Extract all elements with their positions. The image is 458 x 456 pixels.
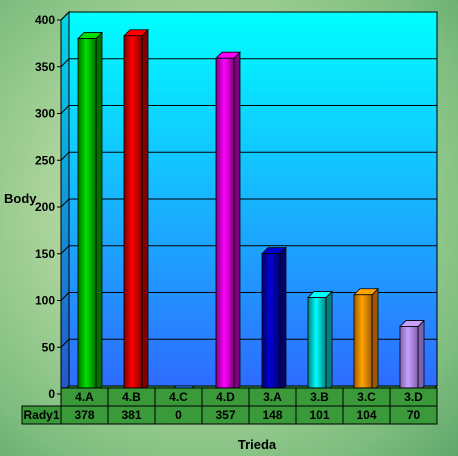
data-table-value: 70 bbox=[407, 408, 421, 422]
x-axis-title: Trieda bbox=[238, 437, 277, 452]
bar-front bbox=[123, 35, 143, 393]
bar bbox=[77, 31, 103, 393]
bar-side bbox=[141, 28, 149, 393]
bar-front bbox=[399, 326, 419, 393]
gridline-side bbox=[60, 338, 70, 348]
x-tick-label: 4.C bbox=[169, 390, 188, 404]
data-table-value: 378 bbox=[74, 408, 94, 422]
gridline-side bbox=[60, 151, 70, 161]
gridline-side bbox=[60, 11, 70, 21]
x-tick-label: 3.D bbox=[404, 390, 423, 404]
y-axis-title: Body bbox=[4, 191, 37, 206]
data-table-value: 104 bbox=[356, 408, 376, 422]
gridline-side bbox=[60, 198, 70, 208]
x-tick-label: 4.A bbox=[75, 390, 94, 404]
bar-side bbox=[95, 31, 103, 393]
data-table-value: 357 bbox=[215, 408, 235, 422]
bar-front bbox=[353, 294, 373, 393]
x-tick-label: 3.B bbox=[310, 390, 329, 404]
bar-side bbox=[233, 51, 241, 393]
bar-side bbox=[325, 290, 333, 393]
bar-side bbox=[279, 246, 287, 393]
gridline-side bbox=[60, 292, 70, 301]
bar-side bbox=[371, 287, 379, 393]
gridline-side bbox=[60, 245, 70, 255]
data-table-value: 381 bbox=[121, 408, 141, 422]
bar-front bbox=[77, 38, 97, 393]
x-tick-label: 3.A bbox=[263, 390, 282, 404]
y-tick-label: 150 bbox=[35, 247, 55, 261]
x-tick-label: 4.D bbox=[216, 390, 235, 404]
data-table-value: 101 bbox=[309, 408, 329, 422]
y-tick-label: 0 bbox=[48, 387, 55, 401]
y-tick-label: 250 bbox=[35, 153, 55, 167]
bar bbox=[307, 290, 333, 393]
bar bbox=[123, 28, 149, 393]
bar bbox=[261, 246, 287, 393]
bar-front bbox=[261, 253, 281, 393]
bar bbox=[353, 287, 379, 393]
y-tick-label: 300 bbox=[35, 107, 55, 121]
y-tick-label: 200 bbox=[35, 200, 55, 214]
gridline-side bbox=[60, 58, 70, 68]
bar-side bbox=[417, 319, 425, 393]
x-tick-label: 3.C bbox=[357, 390, 376, 404]
data-table-value: 148 bbox=[262, 408, 282, 422]
bar-front bbox=[307, 297, 327, 393]
y-tick-label: 350 bbox=[35, 60, 55, 74]
bar bbox=[399, 319, 425, 393]
y-tick-label: 400 bbox=[35, 13, 55, 27]
y-tick-label: 100 bbox=[35, 294, 55, 308]
series-name-label: Rady1 bbox=[23, 408, 59, 422]
y-tick-label: 50 bbox=[42, 340, 56, 354]
data-table-value: 0 bbox=[175, 408, 182, 422]
gridline-side bbox=[60, 105, 70, 114]
bar-front bbox=[215, 57, 235, 393]
bar bbox=[215, 51, 241, 393]
x-tick-label: 4.B bbox=[122, 390, 141, 404]
